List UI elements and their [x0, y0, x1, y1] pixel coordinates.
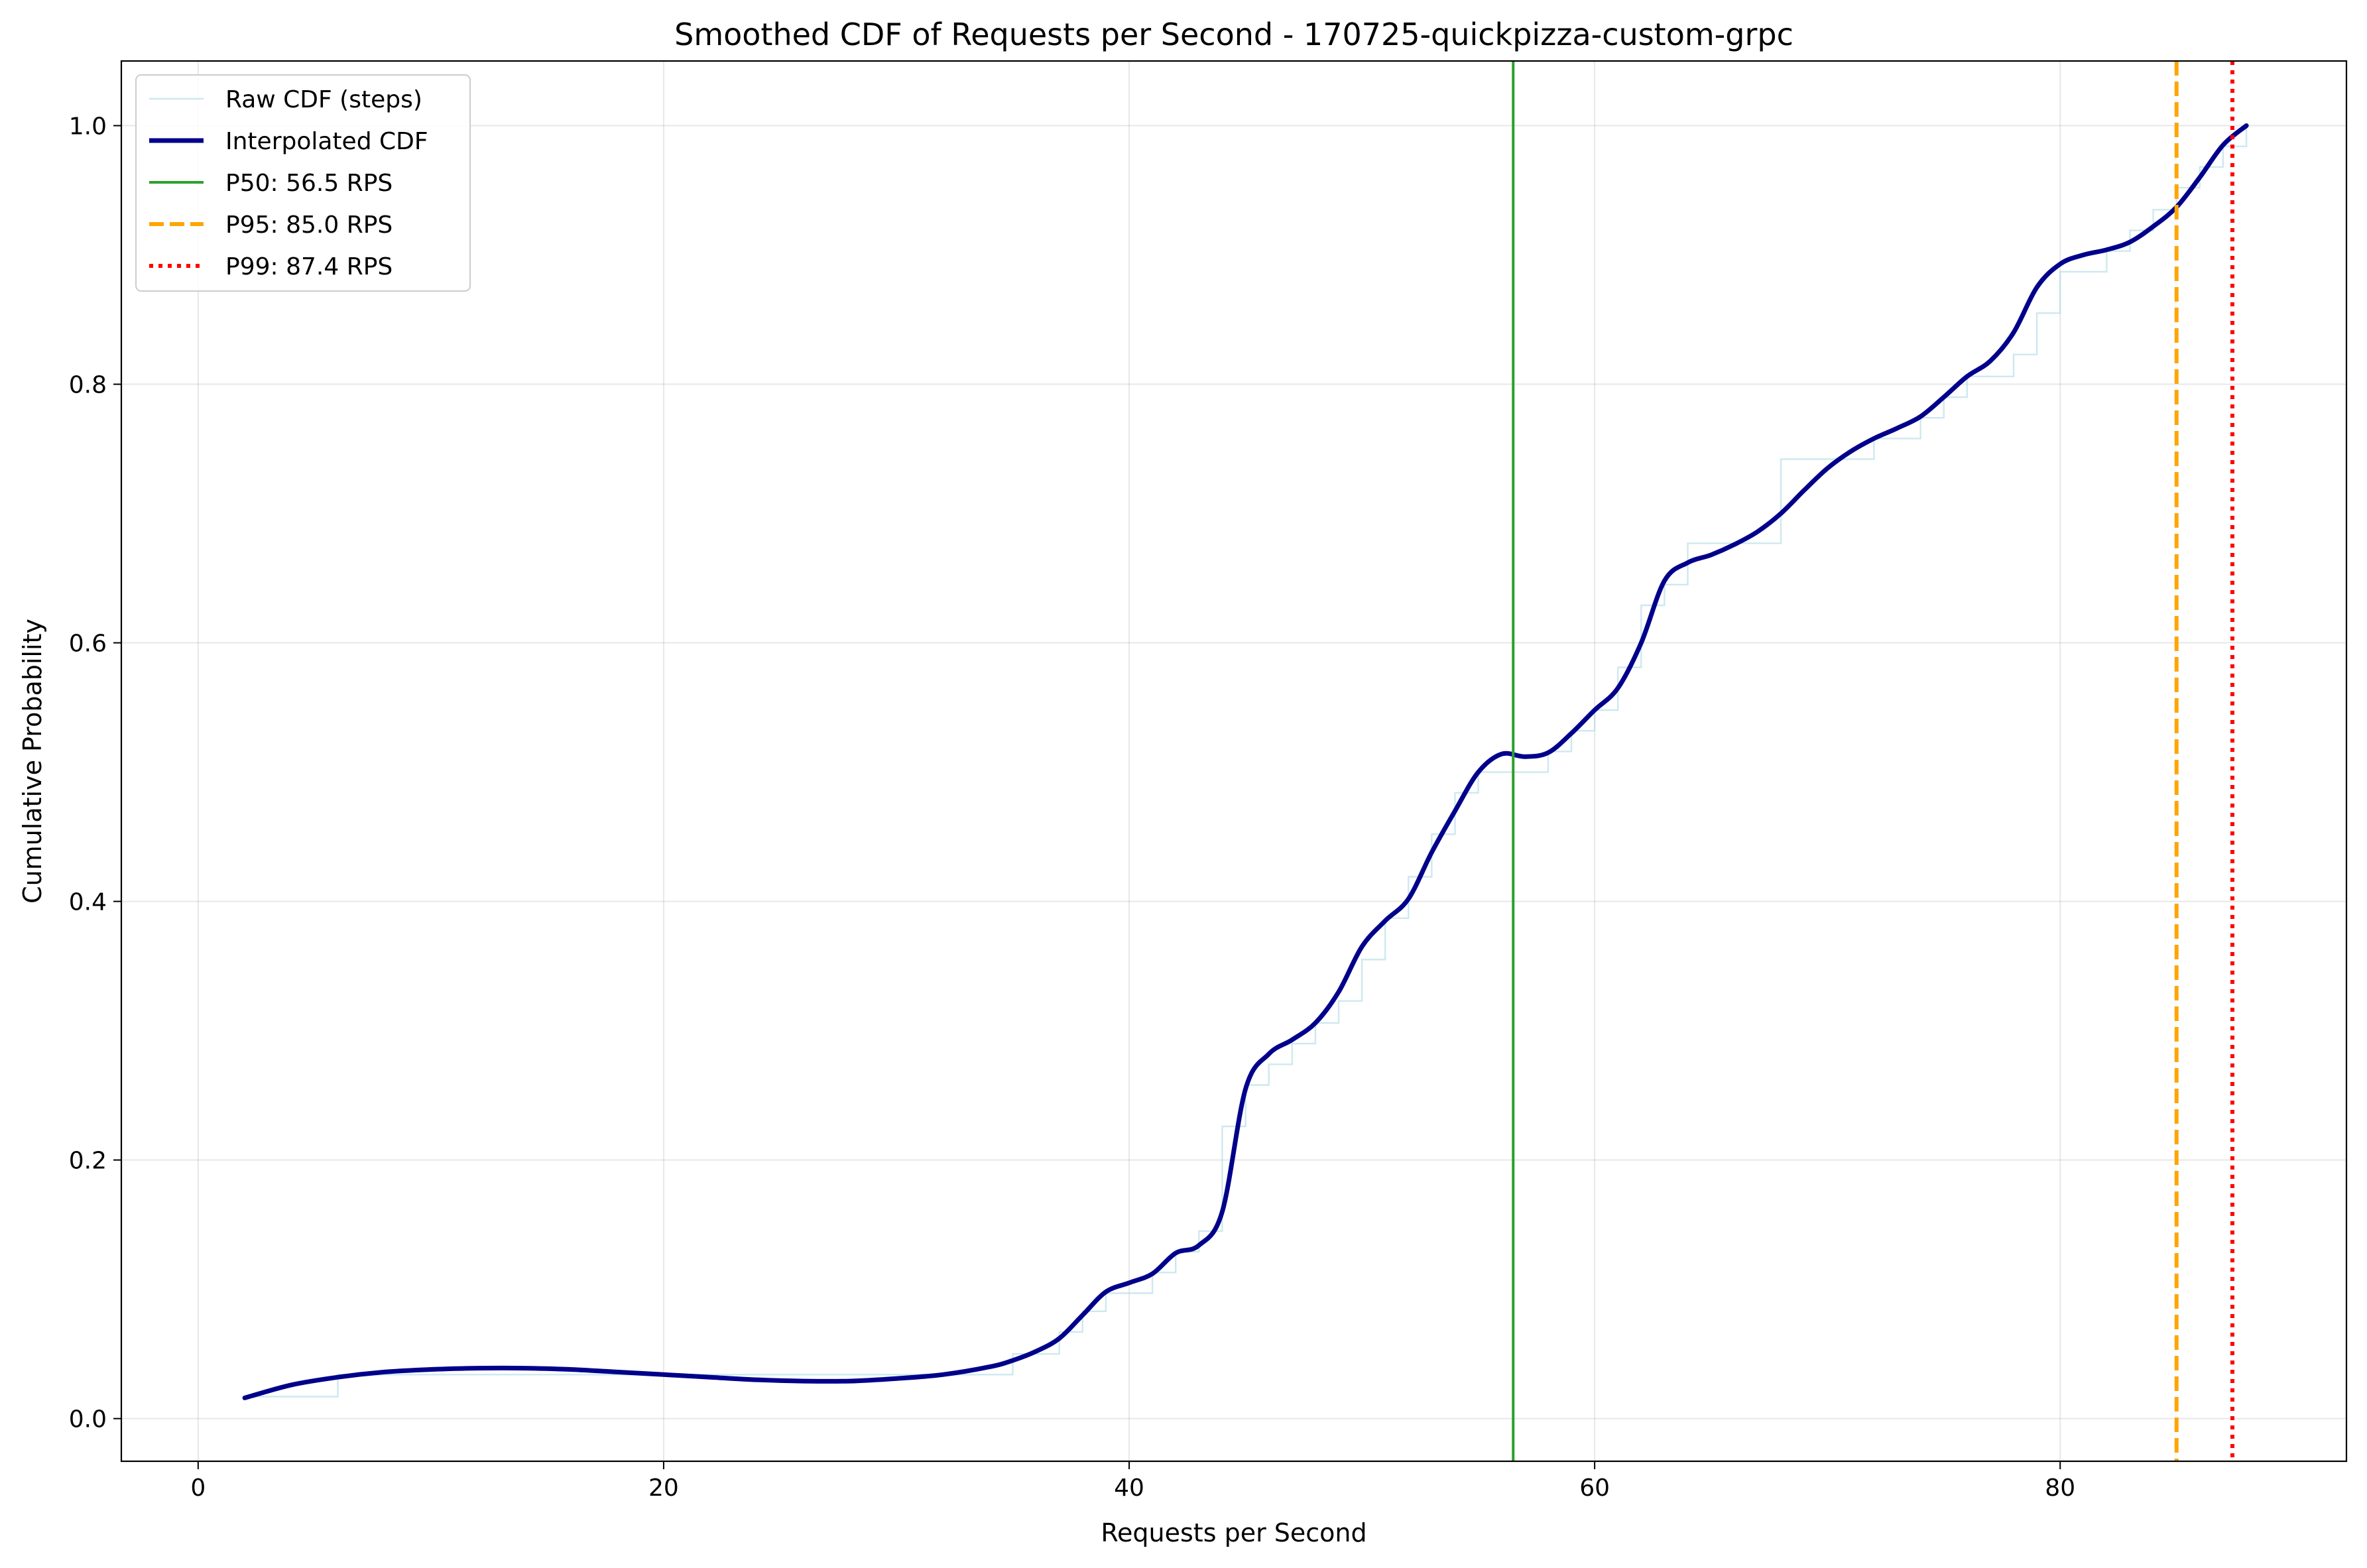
x-tick-label: 60	[1579, 1475, 1610, 1502]
plot-area	[121, 61, 2346, 1461]
y-tick-label: 0.0	[69, 1406, 107, 1433]
y-tick-label: 1.0	[69, 113, 107, 141]
legend: Raw CDF (steps) Interpolated CDF P50: 56.5…	[135, 74, 471, 292]
legend-label: P50: 56.5 RPS	[225, 170, 393, 197]
x-tick-label: 0	[190, 1475, 206, 1502]
axis-ticks: 0 20 40 60 80 0.0 0.2 0.4 0.6 0.8 1.0	[69, 113, 2075, 1502]
x-axis-title: Requests per Second	[1101, 1518, 1366, 1547]
x-tick-label: 80	[2045, 1475, 2075, 1502]
y-tick-label: 0.8	[69, 372, 107, 399]
legend-label: Raw CDF (steps)	[225, 86, 422, 113]
plot-frame	[120, 60, 2348, 1463]
chart-title: Smoothed CDF of Requests per Second - 17…	[674, 17, 1793, 52]
interpolated-cdf-line	[242, 123, 2249, 1400]
x-tick-label: 40	[1114, 1475, 1144, 1502]
y-tick-label: 0.4	[69, 889, 107, 916]
y-axis-title: Cumulative Probability	[18, 619, 47, 904]
legend-label: P99: 87.4 RPS	[225, 253, 393, 280]
y-tick-label: 0.6	[69, 631, 107, 658]
legend-label: Interpolated CDF	[225, 128, 428, 155]
interpolated-cdf-layer	[242, 123, 2249, 1400]
legend-label: P95: 85.0 RPS	[225, 211, 393, 239]
x-tick-label: 20	[648, 1475, 679, 1502]
percentile-lines-layer	[1512, 61, 2234, 1461]
legend-box	[135, 74, 471, 292]
y-tick-label: 0.2	[69, 1148, 107, 1175]
